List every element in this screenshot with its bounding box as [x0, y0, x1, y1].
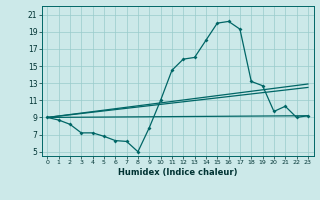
X-axis label: Humidex (Indice chaleur): Humidex (Indice chaleur)	[118, 168, 237, 177]
